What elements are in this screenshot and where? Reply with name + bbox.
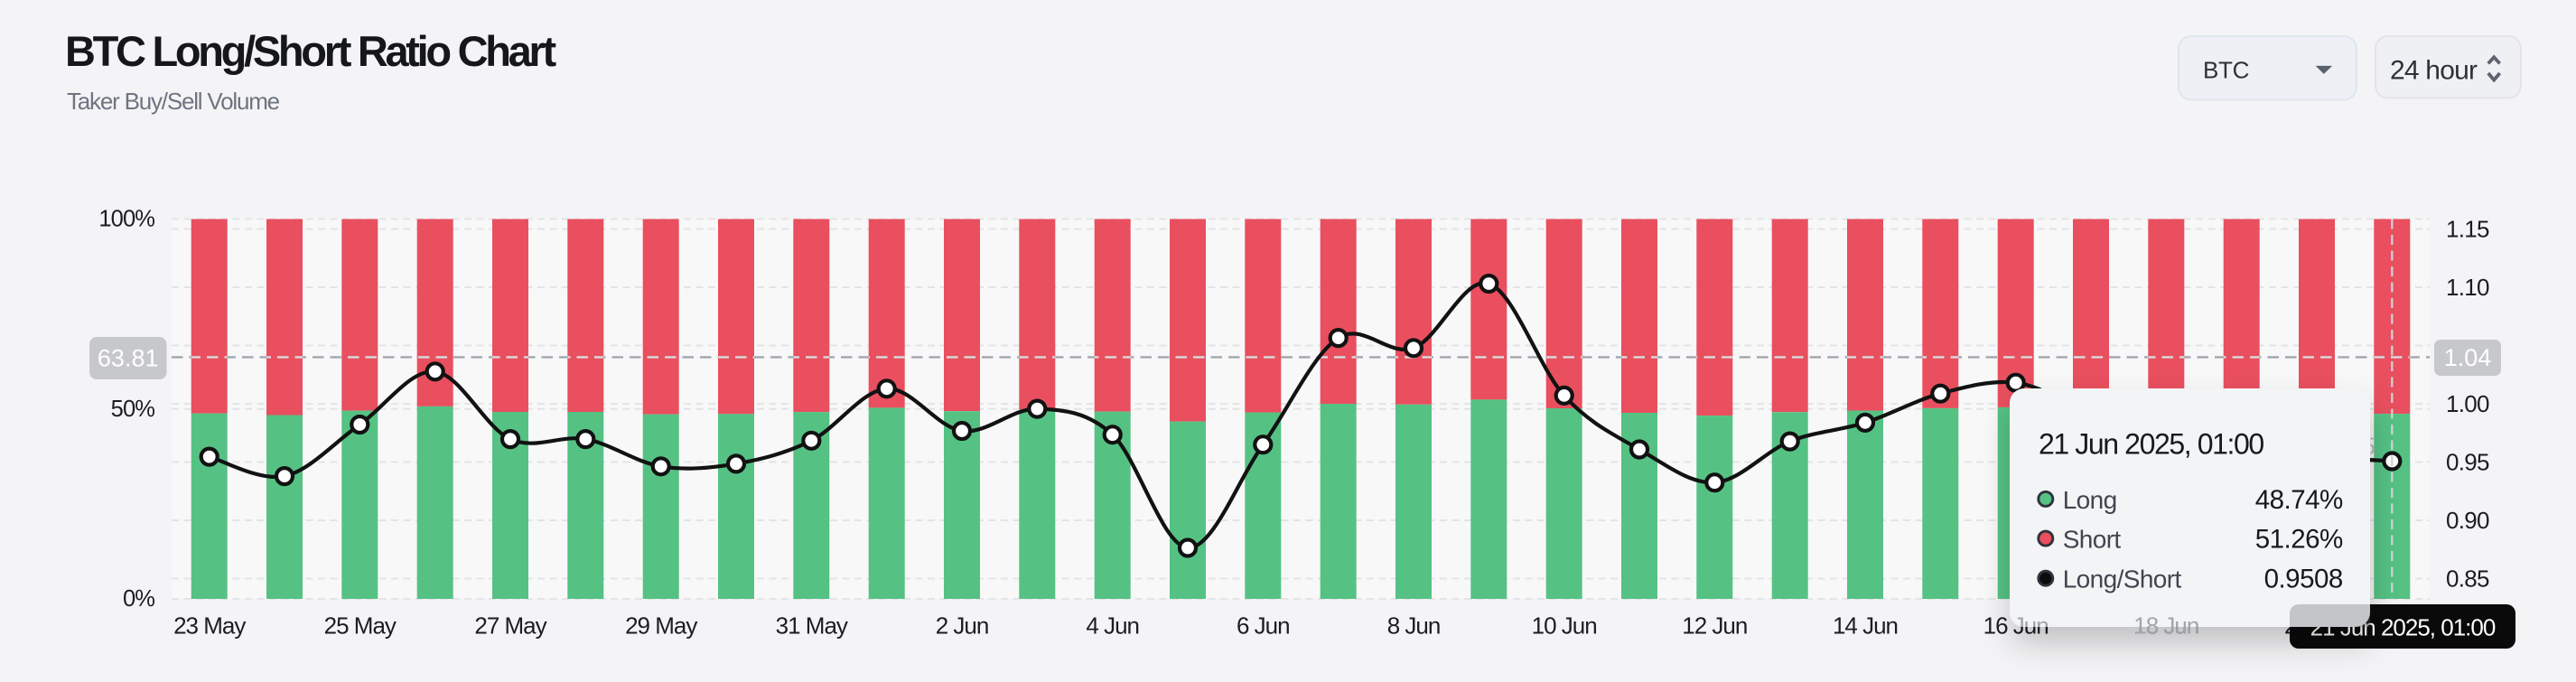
svg-text:1.10: 1.10 bbox=[2446, 274, 2489, 301]
svg-text:Long/Short: Long/Short bbox=[2063, 565, 2182, 593]
svg-text:5: 5 bbox=[2362, 433, 2375, 460]
svg-text:Long: Long bbox=[2063, 486, 2117, 514]
svg-text:100%: 100% bbox=[98, 207, 154, 232]
svg-text:10 Jun: 10 Jun bbox=[1532, 612, 1597, 640]
svg-text:BTC Long/Short Ratio Chart: BTC Long/Short Ratio Chart bbox=[65, 27, 556, 75]
svg-text:18 Jun: 18 Jun bbox=[2133, 612, 2198, 640]
svg-text:1.00: 1.00 bbox=[2446, 390, 2489, 417]
svg-text:0.90: 0.90 bbox=[2446, 507, 2489, 534]
svg-text:63.81: 63.81 bbox=[98, 345, 159, 372]
svg-text:50%: 50% bbox=[111, 397, 155, 422]
svg-text:31 May: 31 May bbox=[776, 612, 848, 640]
svg-text:25 May: 25 May bbox=[324, 612, 397, 640]
svg-text:27 May: 27 May bbox=[474, 612, 546, 640]
svg-text:21 Jun 2025, 01:00: 21 Jun 2025, 01:00 bbox=[2039, 427, 2263, 460]
svg-text:16 Jun: 16 Jun bbox=[1983, 612, 2049, 640]
svg-text:14 Jun: 14 Jun bbox=[1833, 612, 1898, 640]
svg-text:Short: Short bbox=[2063, 526, 2122, 554]
svg-text:8 Jun: 8 Jun bbox=[1387, 612, 1441, 640]
svg-text:0.9508: 0.9508 bbox=[2264, 565, 2343, 594]
svg-text:24 hour: 24 hour bbox=[2390, 56, 2478, 86]
svg-text:BTC: BTC bbox=[2203, 57, 2249, 84]
svg-text:1.04: 1.04 bbox=[2444, 344, 2492, 371]
svg-text:0.85: 0.85 bbox=[2446, 565, 2489, 593]
svg-text:12 Jun: 12 Jun bbox=[1682, 612, 1747, 640]
svg-text:48.74%: 48.74% bbox=[2255, 485, 2343, 515]
svg-text:0%: 0% bbox=[123, 586, 154, 612]
svg-text:1.15: 1.15 bbox=[2446, 216, 2489, 243]
svg-text:Taker Buy/Sell Volume: Taker Buy/Sell Volume bbox=[67, 88, 280, 115]
svg-text:4 Jun: 4 Jun bbox=[1086, 612, 1139, 640]
svg-text:6 Jun: 6 Jun bbox=[1237, 612, 1290, 640]
svg-text:51.26%: 51.26% bbox=[2255, 525, 2343, 555]
svg-text:23 May: 23 May bbox=[173, 612, 246, 640]
svg-text:2 Jun: 2 Jun bbox=[936, 612, 989, 640]
svg-text:29 May: 29 May bbox=[625, 612, 697, 640]
svg-text:0.95: 0.95 bbox=[2446, 449, 2489, 476]
